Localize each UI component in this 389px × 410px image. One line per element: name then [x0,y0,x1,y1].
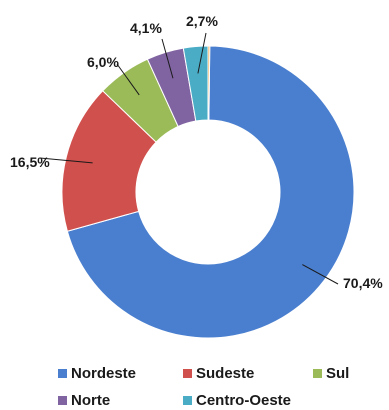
data-label-sudeste: 16,5% [10,154,50,170]
data-label-sul: 6,0% [87,54,119,70]
legend-swatch-nordeste [58,369,67,378]
legend-item-norte: Norte [58,392,110,409]
legend-label-nordeste: Nordeste [71,365,137,382]
legend-item-sudeste: Sudeste [183,365,254,382]
leader-line-nordeste [302,264,339,285]
slices-group [61,45,355,339]
leader-line-centro-oeste [197,32,207,74]
leader-line-norte [161,38,174,79]
legend-item-sul: Sul [313,365,349,382]
data-label-nordeste: 70,4% [343,275,383,291]
legend-label-sul: Sul [326,365,350,382]
data-label-norte: 4,1% [130,20,162,36]
legend-item-nordeste: Nordeste [58,365,136,382]
legend-label-sudeste: Sudeste [196,365,255,382]
legend: Nordeste Sudeste Sul Norte Centro-Oeste [0,360,389,410]
legend-swatch-centro-oeste [183,396,192,405]
leader-lines-group [39,32,339,285]
legend-swatch-sul [313,369,322,378]
slice-nordeste [66,45,355,339]
data-labels-group: 70,4% 16,5% 6,0% 4,1% 2,7% [10,13,383,291]
legend-label-norte: Norte [71,392,111,409]
legend-label-centro-oeste: Centro-Oeste [196,392,292,409]
slice-unlabeled [207,45,211,121]
data-label-centro-oeste: 2,7% [186,13,218,29]
leader-line-sudeste [39,157,93,164]
legend-item-centro-oeste: Centro-Oeste [183,392,291,409]
slice-sudeste [61,90,157,232]
donut-chart: 70,4% 16,5% 6,0% 4,1% 2,7% [10,13,383,339]
leader-line-sul [116,63,140,96]
legend-swatch-norte [58,396,67,405]
legend-swatch-sudeste [183,369,192,378]
